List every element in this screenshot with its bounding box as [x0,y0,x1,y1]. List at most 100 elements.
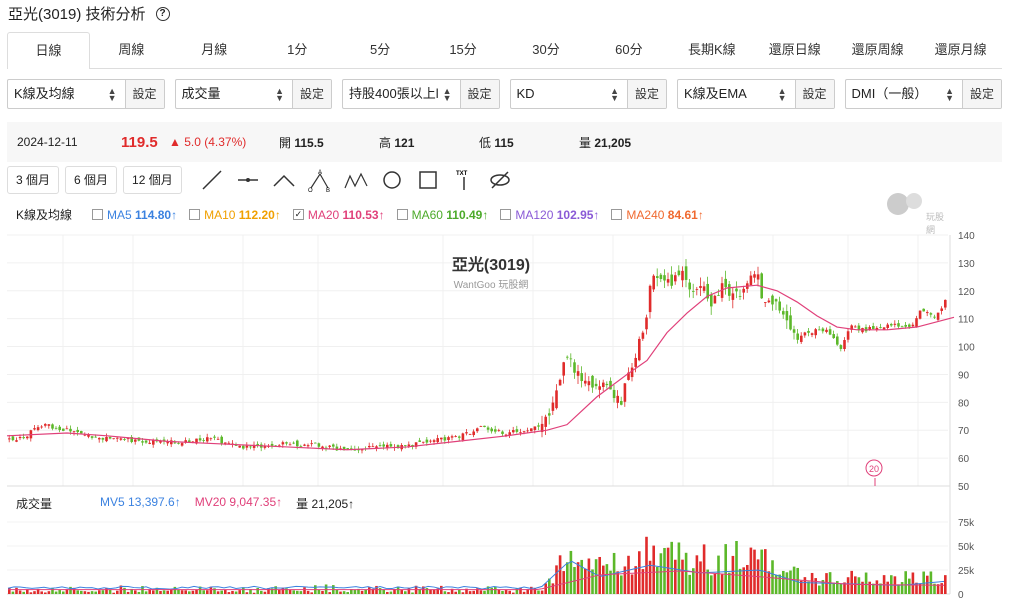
rectangle-tool-icon[interactable] [413,166,443,194]
candle-body [508,432,511,436]
abcd-pattern-tool-icon[interactable]: A O B [305,166,335,194]
candle-body [418,440,421,442]
indicator-select-group: 成交量 ▲ ▼ 設定 [174,79,332,109]
tab-0[interactable]: 日線 [7,32,90,69]
candle-body [123,439,126,440]
horizontal-line-tool-icon[interactable] [233,166,263,194]
volume-bar [771,560,774,594]
range-button[interactable]: 12 個月 [123,166,182,194]
checkbox[interactable] [611,209,623,220]
settings-button[interactable]: 設定 [459,80,499,108]
checkbox[interactable] [189,209,201,220]
indicator-select[interactable]: K線及均線 ▲ ▼ [8,80,125,108]
tab-5[interactable]: 15分 [421,31,505,68]
settings-button[interactable]: 設定 [627,80,666,108]
tab-10[interactable]: 還原周線 [836,31,920,68]
tab-2[interactable]: 月線 [172,31,256,68]
tab-11[interactable]: 還原月線 [919,31,1003,68]
checkbox[interactable]: ✓ [292,209,304,220]
range-button[interactable]: 3 個月 [7,166,60,194]
volume-bar [411,592,414,594]
candle-body [69,428,72,432]
indicator-select[interactable]: KD ▲ ▼ [511,80,628,108]
volume-bar [22,591,25,594]
settings-button[interactable]: 設定 [794,80,834,108]
volume-bar [623,566,627,594]
volume-bar [206,590,209,594]
volume-bar [483,590,486,594]
tab-8[interactable]: 長期K線 [670,31,754,68]
candle-body [594,383,598,387]
indicator-select[interactable]: 持股400張以上l ▲ ▼ [343,80,460,108]
checkbox[interactable] [396,209,408,220]
indicator-select[interactable]: K線及EMA ▲ ▼ [678,80,795,108]
circle-tool-icon[interactable] [377,166,407,194]
text-tool-icon[interactable]: TXT [449,166,479,194]
candle-body [789,315,792,330]
candle-body [605,383,609,386]
tab-9[interactable]: 還原日線 [753,31,837,68]
volume-bar [134,590,137,594]
mv20-value: MV20 9,047.35↑ [194,495,283,509]
ma-legend-item[interactable]: MA5 114.80 ↑ [92,208,177,222]
hide-tool-icon[interactable] [485,166,515,194]
candle-body [483,425,486,428]
volume-bar [47,591,51,594]
price-chart[interactable]: 亞光(3019) WantGoo 玩股網 140 130 120 110 100 90 80… [0,228,1010,601]
volume-bar [753,549,756,594]
indicator-select[interactable]: 成交量 ▲ ▼ [176,80,293,108]
candle-body [144,440,148,443]
volume-bar [818,585,821,594]
volume-bar [443,591,447,594]
volume-bar [357,588,360,594]
tab-6[interactable]: 30分 [504,31,588,68]
tab-7[interactable]: 60分 [587,31,671,68]
volume-bar [782,570,785,594]
settings-button[interactable]: 設定 [124,80,164,108]
help-icon[interactable]: ? [155,6,170,21]
xabcd-pattern-tool-icon[interactable] [341,166,371,194]
volume-bar [944,575,947,594]
volume-bar [490,587,493,594]
line-tool-icon[interactable] [197,166,227,194]
tab-1[interactable]: 周線 [89,31,173,68]
candle-body [98,438,101,440]
volume-bar [558,555,562,594]
volume-bar [886,581,889,594]
candle-body [724,278,727,288]
ma-legend-item[interactable]: ✓ MA20 110.53 ↑ [292,208,385,222]
candle-body [346,448,349,450]
volume-bar [911,572,915,594]
polyline-tool-icon[interactable] [269,166,299,194]
range-button[interactable]: 6 個月 [65,166,118,194]
ma-legend-item[interactable]: MA240 84.61 ↑ [611,207,704,222]
candle-body [11,436,15,441]
volume-bar [609,570,612,594]
settings-button[interactable]: 設定 [292,80,331,108]
tab-4[interactable]: 5分 [338,31,422,68]
ma-legend-item[interactable]: MA10 112.20 ↑ [189,208,281,222]
candle-body [886,324,889,328]
candle-body [299,446,303,447]
ma-legend-item[interactable]: MA60 110.49 ↑ [396,208,488,222]
volume-bar [728,572,731,594]
candle-body [630,367,634,378]
candle-body [51,424,54,429]
indicator-select[interactable]: DMI（一般） ▲ ▼ [846,80,963,108]
volume-bar [836,581,839,594]
candle-body [717,295,720,297]
checkbox[interactable] [500,209,512,220]
checkbox[interactable] [92,209,104,220]
candle-body [209,438,213,440]
candle-body [188,440,191,443]
candle-body [101,437,105,440]
ma-legend-item[interactable]: MA120 102.95 ↑ [500,208,599,222]
y-tick-label: 100 [958,343,975,354]
settings-button[interactable]: 設定 [962,80,1001,108]
volume-bar [648,560,652,594]
candle-body [828,329,832,335]
candle-body [216,438,220,440]
candle-body [249,446,252,448]
tab-3[interactable]: 1分 [255,31,339,68]
ma-value: 84.61 [667,207,698,222]
